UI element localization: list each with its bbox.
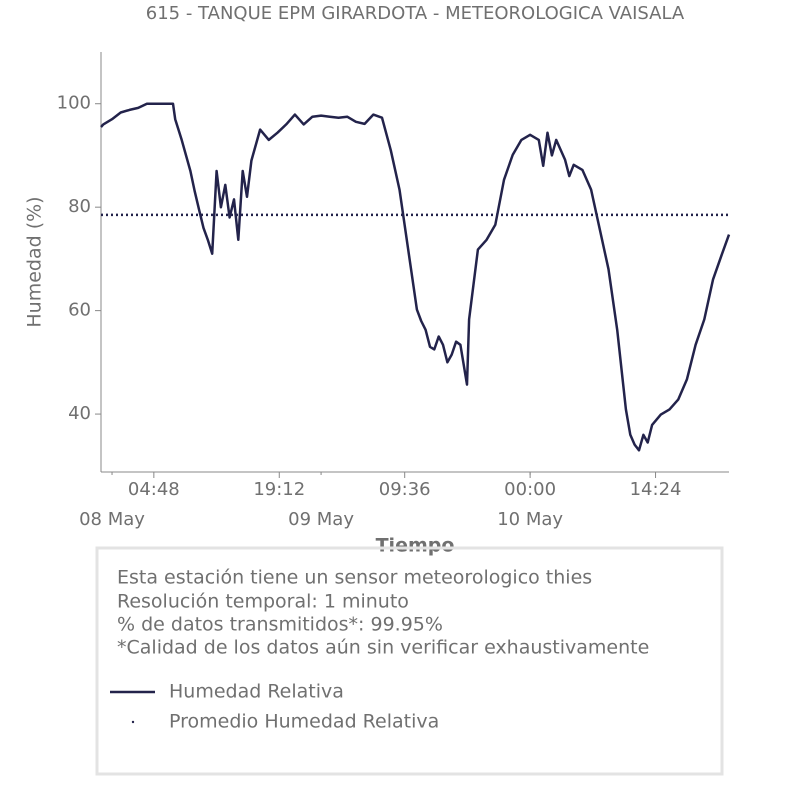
y-tick-label: 100 <box>57 93 91 114</box>
y-tick-label: 40 <box>68 403 91 424</box>
x-tick-label: 04:48 <box>128 479 180 500</box>
info-text: Resolución temporal: 1 minuto <box>117 591 409 613</box>
x-tick-label: 19:12 <box>253 479 305 500</box>
y-axis-label: Humedad (%) <box>24 196 46 327</box>
x-minor-tick-label: 08 May <box>79 509 145 530</box>
x-tick-label: 09:36 <box>379 479 431 500</box>
x-axis-label: Tiempo <box>376 535 455 557</box>
y-tick-label: 60 <box>68 300 91 321</box>
x-minor-tick-label: 09 May <box>288 509 354 530</box>
legend-label: Humedad Relativa <box>169 681 344 703</box>
y-tick-label: 80 <box>68 196 91 217</box>
legend-label: Promedio Humedad Relativa <box>169 711 439 733</box>
info-box <box>95 546 724 776</box>
info-text: *Calidad de los datos aún sin verificar … <box>117 637 649 659</box>
legend-dot <box>131 720 135 724</box>
x-tick-label: 00:00 <box>504 479 556 500</box>
chart-title: 615 - TANQUE EPM GIRARDOTA - METEOROLOGI… <box>146 3 685 24</box>
info-text: % de datos transmitidos*: 99.95% <box>117 614 443 636</box>
x-tick-label: 14:24 <box>630 479 682 500</box>
x-minor-tick-label: 10 May <box>497 509 563 530</box>
data-line <box>100 102 731 452</box>
info-text: Esta estación tiene un sensor meteorolog… <box>117 567 592 589</box>
